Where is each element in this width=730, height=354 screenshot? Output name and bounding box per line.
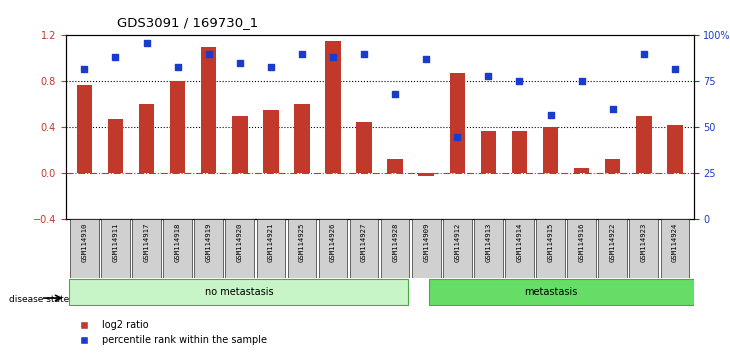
Text: GSM114915: GSM114915 xyxy=(548,222,553,262)
Bar xyxy=(263,110,279,173)
Text: GSM114923: GSM114923 xyxy=(641,222,647,262)
Point xyxy=(358,51,370,57)
Text: GSM114916: GSM114916 xyxy=(579,222,585,262)
Text: metastasis: metastasis xyxy=(524,287,577,297)
Bar xyxy=(667,125,683,173)
Bar xyxy=(480,131,496,173)
Text: GSM114926: GSM114926 xyxy=(330,222,336,262)
Text: no metastasis: no metastasis xyxy=(205,287,274,297)
FancyBboxPatch shape xyxy=(256,219,285,278)
FancyBboxPatch shape xyxy=(567,219,596,278)
Point xyxy=(669,66,680,72)
Point xyxy=(296,51,308,57)
FancyBboxPatch shape xyxy=(443,219,472,278)
Text: GSM114927: GSM114927 xyxy=(361,222,367,262)
Point xyxy=(483,73,494,79)
FancyBboxPatch shape xyxy=(70,219,99,278)
FancyBboxPatch shape xyxy=(226,219,254,278)
Text: GDS3091 / 169730_1: GDS3091 / 169730_1 xyxy=(117,16,258,29)
FancyBboxPatch shape xyxy=(381,219,410,278)
Bar xyxy=(77,85,92,173)
FancyBboxPatch shape xyxy=(429,279,706,305)
FancyBboxPatch shape xyxy=(132,219,161,278)
FancyBboxPatch shape xyxy=(412,219,440,278)
Text: GSM114922: GSM114922 xyxy=(610,222,615,262)
Point xyxy=(110,55,121,60)
Bar xyxy=(450,73,465,173)
Text: GSM114910: GSM114910 xyxy=(81,222,88,262)
Text: GSM114924: GSM114924 xyxy=(672,222,678,262)
Bar xyxy=(201,47,216,173)
Text: GSM114917: GSM114917 xyxy=(144,222,150,262)
Text: GSM114911: GSM114911 xyxy=(112,222,118,262)
FancyBboxPatch shape xyxy=(319,219,347,278)
Bar xyxy=(388,159,403,173)
Text: GSM114920: GSM114920 xyxy=(237,222,243,262)
Point xyxy=(420,57,432,62)
Point xyxy=(172,64,183,69)
Bar xyxy=(605,159,620,173)
Bar xyxy=(356,122,372,173)
Point xyxy=(451,134,463,139)
FancyBboxPatch shape xyxy=(101,219,130,278)
Text: GSM114928: GSM114928 xyxy=(392,222,398,262)
Point xyxy=(203,51,215,57)
Text: GSM114921: GSM114921 xyxy=(268,222,274,262)
FancyBboxPatch shape xyxy=(288,219,316,278)
Text: disease state: disease state xyxy=(9,295,69,304)
Bar xyxy=(636,116,652,173)
Text: GSM114913: GSM114913 xyxy=(485,222,491,262)
Bar xyxy=(512,131,527,173)
Legend: log2 ratio, percentile rank within the sample: log2 ratio, percentile rank within the s… xyxy=(71,316,271,349)
FancyBboxPatch shape xyxy=(537,219,565,278)
FancyBboxPatch shape xyxy=(69,279,408,305)
Bar xyxy=(294,104,310,173)
Text: GSM114909: GSM114909 xyxy=(423,222,429,262)
Text: GSM114925: GSM114925 xyxy=(299,222,305,262)
Point xyxy=(265,64,277,69)
Text: GSM114919: GSM114919 xyxy=(206,222,212,262)
Point xyxy=(607,106,618,112)
Point xyxy=(545,112,556,118)
FancyBboxPatch shape xyxy=(164,219,192,278)
Bar xyxy=(325,41,341,173)
Point xyxy=(638,51,650,57)
FancyBboxPatch shape xyxy=(474,219,503,278)
Text: GSM114918: GSM114918 xyxy=(174,222,180,262)
Point xyxy=(234,60,245,66)
FancyBboxPatch shape xyxy=(505,219,534,278)
Point xyxy=(327,55,339,60)
Bar xyxy=(543,127,558,173)
Bar xyxy=(574,168,589,173)
Point xyxy=(576,79,588,84)
Point xyxy=(141,40,153,46)
FancyBboxPatch shape xyxy=(194,219,223,278)
FancyBboxPatch shape xyxy=(661,219,689,278)
Text: GSM114912: GSM114912 xyxy=(454,222,461,262)
Bar xyxy=(170,81,185,173)
FancyBboxPatch shape xyxy=(350,219,378,278)
FancyBboxPatch shape xyxy=(599,219,627,278)
Point xyxy=(389,91,401,97)
Bar xyxy=(107,119,123,173)
Point xyxy=(79,66,91,72)
Text: GSM114914: GSM114914 xyxy=(516,222,523,262)
FancyBboxPatch shape xyxy=(629,219,658,278)
Bar xyxy=(232,116,247,173)
Bar xyxy=(418,173,434,176)
Bar xyxy=(139,104,154,173)
Point xyxy=(514,79,526,84)
